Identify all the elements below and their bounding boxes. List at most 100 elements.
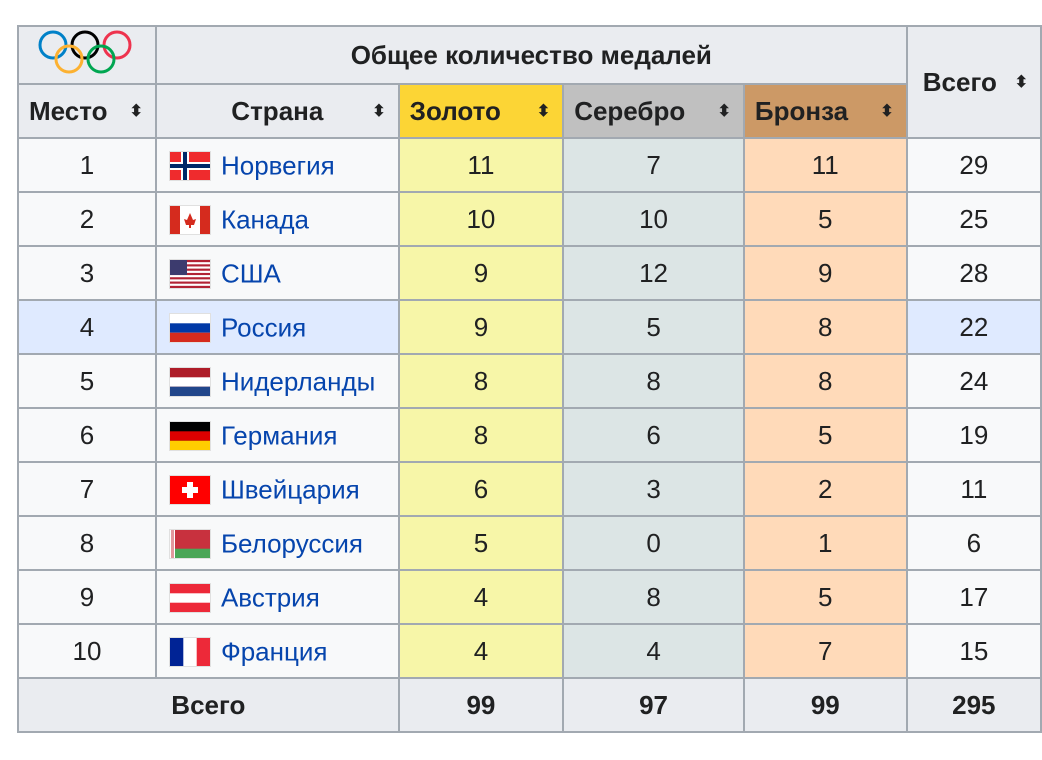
sort-icon[interactable]: ⬍ bbox=[536, 103, 551, 120]
bronze-cell: 9 bbox=[742, 245, 908, 301]
bronze-cell: 11 bbox=[742, 137, 908, 193]
place-cell: 2 bbox=[17, 191, 157, 247]
silver-cell: 6 bbox=[562, 407, 745, 463]
country-link[interactable]: Белоруссия bbox=[220, 528, 364, 559]
country-cell: Канада bbox=[154, 191, 400, 247]
gold-cell: 4 bbox=[397, 569, 565, 625]
total-cell: 28 bbox=[905, 245, 1042, 301]
bronze-cell: 7 bbox=[742, 623, 908, 679]
sort-icon[interactable]: ⬍ bbox=[1014, 74, 1028, 91]
germany-flag-icon bbox=[168, 420, 211, 451]
bronze-cell: 8 bbox=[742, 299, 908, 355]
bronze-cell: 5 bbox=[742, 569, 908, 625]
gold-cell: 9 bbox=[397, 299, 565, 355]
gold-cell: 8 bbox=[397, 407, 565, 463]
total-cell: 11 bbox=[905, 461, 1042, 517]
country-cell: Белоруссия bbox=[154, 515, 400, 571]
place-cell: 5 bbox=[17, 353, 157, 409]
country-cell: Норвегия bbox=[154, 137, 400, 193]
total-cell: 22 bbox=[905, 299, 1042, 355]
table-row: 7 Швейцария 6 3 2 11 bbox=[17, 461, 1042, 517]
place-cell: 10 bbox=[17, 623, 157, 679]
sort-icon[interactable]: ⬍ bbox=[129, 103, 143, 120]
column-header-place[interactable]: Место ⬍ bbox=[17, 83, 157, 139]
switzerland-flag-icon bbox=[168, 474, 211, 505]
gold-cell: 5 bbox=[397, 515, 565, 571]
place-cell: 8 bbox=[17, 515, 157, 571]
canada-flag-icon bbox=[168, 204, 211, 235]
totals-label: Всего bbox=[17, 677, 400, 733]
bronze-cell: 5 bbox=[742, 191, 908, 247]
country-link[interactable]: Норвегия bbox=[220, 150, 335, 181]
column-header-country[interactable]: Страна ⬍ bbox=[154, 83, 400, 139]
gold-cell: 6 bbox=[397, 461, 565, 517]
total-cell: 25 bbox=[905, 191, 1042, 247]
belarus-flag-icon bbox=[168, 528, 211, 559]
place-cell: 4 bbox=[17, 299, 157, 355]
silver-cell: 4 bbox=[562, 623, 745, 679]
country-cell: США bbox=[154, 245, 400, 301]
total-cell: 15 bbox=[905, 623, 1042, 679]
bronze-cell: 2 bbox=[742, 461, 908, 517]
total-cell: 6 bbox=[905, 515, 1042, 571]
totals-row: Всего 99 97 99 295 bbox=[17, 677, 1042, 733]
place-label: Место bbox=[29, 95, 108, 126]
sort-icon[interactable]: ⬍ bbox=[717, 103, 731, 120]
total-label: Всего bbox=[922, 66, 997, 97]
silver-cell: 7 bbox=[562, 137, 745, 193]
total-bronze: 99 bbox=[742, 677, 908, 733]
table-row: 5 Нидерланды 8 8 8 24 bbox=[17, 353, 1042, 409]
olympic-rings-logo bbox=[17, 25, 157, 85]
silver-cell: 8 bbox=[562, 353, 745, 409]
gold-cell: 4 bbox=[397, 623, 565, 679]
table-row: 6 Германия 8 6 5 19 bbox=[17, 407, 1042, 463]
gold-cell: 11 bbox=[397, 137, 565, 193]
silver-cell: 12 bbox=[562, 245, 745, 301]
country-link[interactable]: Нидерланды bbox=[220, 366, 376, 397]
place-cell: 3 bbox=[17, 245, 157, 301]
bronze-label: Бронза bbox=[754, 95, 849, 126]
column-header-total[interactable]: Всего ⬍ bbox=[905, 25, 1042, 139]
table-row: 1 Норвегия 11 7 11 29 bbox=[17, 137, 1042, 193]
medal-table: Общее количество медалей Всего ⬍ Место ⬍ С… bbox=[17, 25, 1042, 733]
country-link[interactable]: Россия bbox=[220, 312, 307, 343]
column-header-silver[interactable]: Серебро ⬍ bbox=[562, 83, 745, 139]
silver-cell: 10 bbox=[562, 191, 745, 247]
country-cell: Австрия bbox=[154, 569, 400, 625]
column-header-bronze[interactable]: Бронза ⬍ bbox=[742, 83, 908, 139]
sort-icon[interactable]: ⬍ bbox=[372, 103, 386, 120]
silver-cell: 0 bbox=[562, 515, 745, 571]
country-link[interactable]: Франция bbox=[220, 636, 328, 667]
place-cell: 7 bbox=[17, 461, 157, 517]
bronze-cell: 5 bbox=[742, 407, 908, 463]
gold-cell: 8 bbox=[397, 353, 565, 409]
netherlands-flag-icon bbox=[168, 366, 211, 397]
total-cell: 24 bbox=[905, 353, 1042, 409]
total-silver: 97 bbox=[562, 677, 745, 733]
country-link[interactable]: Германия bbox=[220, 420, 338, 451]
usa-flag-icon bbox=[168, 258, 211, 289]
place-cell: 6 bbox=[17, 407, 157, 463]
total-cell: 17 bbox=[905, 569, 1042, 625]
country-link[interactable]: Канада bbox=[220, 204, 310, 235]
column-header-gold[interactable]: Золото ⬍ bbox=[397, 83, 565, 139]
country-label: Страна bbox=[231, 95, 324, 126]
sort-icon[interactable]: ⬍ bbox=[880, 103, 894, 120]
country-link[interactable]: США bbox=[220, 258, 281, 289]
austria-flag-icon bbox=[168, 582, 211, 613]
place-cell: 1 bbox=[17, 137, 157, 193]
gold-cell: 9 bbox=[397, 245, 565, 301]
total-gold: 99 bbox=[397, 677, 565, 733]
table-row: 9 Австрия 4 8 5 17 bbox=[17, 569, 1042, 625]
silver-label: Серебро bbox=[574, 95, 686, 126]
total-all: 295 bbox=[905, 677, 1042, 733]
place-cell: 9 bbox=[17, 569, 157, 625]
country-link[interactable]: Швейцария bbox=[220, 474, 360, 505]
total-cell: 19 bbox=[905, 407, 1042, 463]
country-cell: Германия bbox=[154, 407, 400, 463]
norway-flag-icon bbox=[168, 150, 211, 181]
bronze-cell: 8 bbox=[742, 353, 908, 409]
country-link[interactable]: Австрия bbox=[220, 582, 320, 613]
gold-cell: 10 bbox=[397, 191, 565, 247]
table-row: 8 Белоруссия 5 0 1 6 bbox=[17, 515, 1042, 571]
